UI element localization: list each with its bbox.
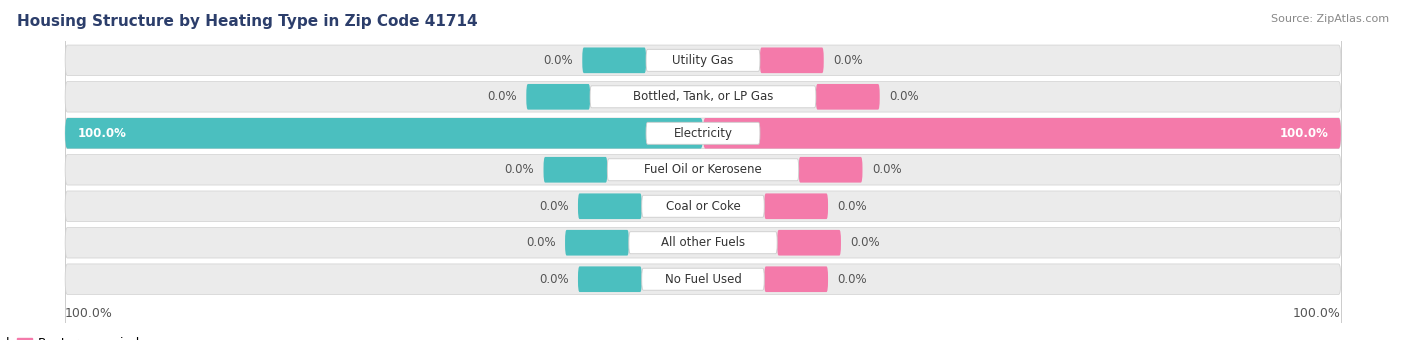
Text: 0.0%: 0.0% xyxy=(543,54,572,67)
FancyBboxPatch shape xyxy=(65,264,1341,294)
FancyBboxPatch shape xyxy=(65,227,1341,258)
FancyBboxPatch shape xyxy=(565,230,628,256)
FancyBboxPatch shape xyxy=(647,49,759,71)
FancyBboxPatch shape xyxy=(799,157,862,183)
FancyBboxPatch shape xyxy=(759,48,824,73)
FancyBboxPatch shape xyxy=(526,84,591,109)
FancyBboxPatch shape xyxy=(65,191,1341,222)
FancyBboxPatch shape xyxy=(582,48,647,73)
Text: 0.0%: 0.0% xyxy=(486,90,517,103)
FancyBboxPatch shape xyxy=(591,86,815,108)
Text: 0.0%: 0.0% xyxy=(872,163,901,176)
FancyBboxPatch shape xyxy=(765,193,828,219)
Text: Bottled, Tank, or LP Gas: Bottled, Tank, or LP Gas xyxy=(633,90,773,103)
Text: Fuel Oil or Kerosene: Fuel Oil or Kerosene xyxy=(644,163,762,176)
Text: 100.0%: 100.0% xyxy=(1294,307,1341,320)
Text: 0.0%: 0.0% xyxy=(838,273,868,286)
Text: 100.0%: 100.0% xyxy=(1279,127,1329,140)
FancyBboxPatch shape xyxy=(65,118,703,149)
FancyBboxPatch shape xyxy=(544,157,607,183)
FancyBboxPatch shape xyxy=(65,82,1341,112)
Legend: Owner-occupied, Renter-occupied: Owner-occupied, Renter-occupied xyxy=(0,332,145,340)
Text: 0.0%: 0.0% xyxy=(838,200,868,213)
FancyBboxPatch shape xyxy=(607,159,799,181)
FancyBboxPatch shape xyxy=(578,193,641,219)
Text: 100.0%: 100.0% xyxy=(77,127,127,140)
FancyBboxPatch shape xyxy=(765,267,828,292)
Text: 0.0%: 0.0% xyxy=(538,200,568,213)
FancyBboxPatch shape xyxy=(578,267,641,292)
Text: Utility Gas: Utility Gas xyxy=(672,54,734,67)
FancyBboxPatch shape xyxy=(628,232,778,254)
Text: 0.0%: 0.0% xyxy=(834,54,863,67)
Text: Housing Structure by Heating Type in Zip Code 41714: Housing Structure by Heating Type in Zip… xyxy=(17,14,478,29)
FancyBboxPatch shape xyxy=(65,118,1341,149)
Text: 0.0%: 0.0% xyxy=(526,236,555,249)
Text: 0.0%: 0.0% xyxy=(538,273,568,286)
Text: Source: ZipAtlas.com: Source: ZipAtlas.com xyxy=(1271,14,1389,23)
Text: 0.0%: 0.0% xyxy=(851,236,880,249)
FancyBboxPatch shape xyxy=(815,84,880,109)
FancyBboxPatch shape xyxy=(641,268,765,290)
Text: 0.0%: 0.0% xyxy=(889,90,920,103)
Text: No Fuel Used: No Fuel Used xyxy=(665,273,741,286)
Text: 100.0%: 100.0% xyxy=(65,307,112,320)
FancyBboxPatch shape xyxy=(703,118,1341,149)
FancyBboxPatch shape xyxy=(641,195,765,217)
FancyBboxPatch shape xyxy=(65,45,1341,75)
FancyBboxPatch shape xyxy=(778,230,841,256)
Text: Coal or Coke: Coal or Coke xyxy=(665,200,741,213)
FancyBboxPatch shape xyxy=(647,122,759,144)
Text: 0.0%: 0.0% xyxy=(505,163,534,176)
FancyBboxPatch shape xyxy=(65,154,1341,185)
Text: Electricity: Electricity xyxy=(673,127,733,140)
Text: All other Fuels: All other Fuels xyxy=(661,236,745,249)
